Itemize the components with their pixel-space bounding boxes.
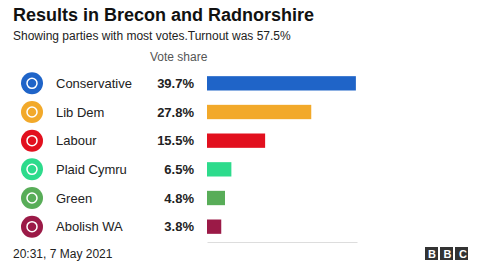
- axis-line: [208, 242, 358, 243]
- chart: Results in Brecon and Radnorshire Showing…: [0, 0, 480, 270]
- party-icon: [21, 158, 43, 180]
- category-label: Conservative: [56, 76, 132, 91]
- data-label: 6.5%: [164, 162, 194, 177]
- party-icon-symbol: [27, 136, 37, 146]
- data-label: 15.5%: [157, 133, 194, 148]
- party-icon-symbol: [27, 107, 37, 117]
- row-labels: Conservative 39.7% Lib Dem 27.8% Labour 15.5%…: [21, 72, 194, 237]
- category-label: Green: [56, 191, 92, 206]
- footer: 20:31, 7 May 2021: [13, 247, 113, 261]
- data-label: 39.7%: [157, 76, 194, 91]
- category-label: Abolish WA: [56, 219, 123, 234]
- party-icon: [21, 130, 43, 152]
- party-icon-symbol: [27, 78, 37, 88]
- axis-label: Vote share: [150, 50, 208, 64]
- bar: [207, 191, 225, 205]
- bar: [207, 162, 231, 176]
- bar: [207, 134, 265, 148]
- party-icon: [21, 72, 43, 94]
- party-icon: [21, 216, 43, 238]
- bars: [207, 76, 356, 234]
- data-label: 4.8%: [164, 191, 194, 206]
- source: BBC: [428, 248, 474, 260]
- party-icon-symbol: [27, 222, 37, 232]
- bar: [207, 76, 356, 90]
- title: Results in Brecon and Radnorshire: [13, 5, 314, 25]
- x-axis: [208, 242, 358, 243]
- source-logo: BBC: [425, 247, 474, 260]
- data-label: 27.8%: [157, 105, 194, 120]
- bar: [207, 105, 311, 119]
- party-icon: [21, 101, 43, 123]
- category-label: Lib Dem: [56, 105, 104, 120]
- party-icon: [21, 187, 43, 209]
- subtitle: Showing parties with most votes.Turnout …: [13, 29, 291, 43]
- category-label: Labour: [56, 133, 97, 148]
- party-icon-symbol: [27, 193, 37, 203]
- category-label: Plaid Cymru: [56, 162, 127, 177]
- party-icon-symbol: [27, 164, 37, 174]
- bar: [207, 220, 221, 234]
- data-label: 3.8%: [164, 219, 194, 234]
